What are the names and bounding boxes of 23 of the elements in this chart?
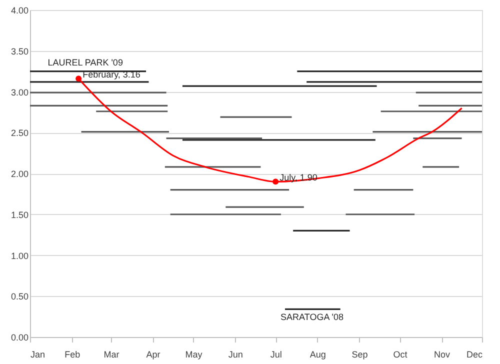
- x-tick-label: Aug: [310, 350, 326, 360]
- x-tick-label: Jan: [30, 350, 46, 360]
- x-tick-label: Jun: [228, 350, 243, 360]
- x-tick-label: May: [185, 350, 203, 360]
- x-tick-label: Dec: [466, 350, 483, 360]
- x-tick-label: Sep: [352, 350, 368, 360]
- x-tick-label: Oct: [393, 350, 408, 360]
- x-tick-label: Mar: [104, 350, 120, 360]
- y-tick-label: 4.00: [10, 6, 28, 16]
- x-tick-label: Feb: [64, 350, 80, 360]
- y-tick-label: 0.00: [10, 332, 28, 342]
- x-tick-label: Nov: [434, 350, 451, 360]
- y-tick-label: 1.00: [10, 250, 28, 261]
- y-tick-label: 2.50: [10, 128, 28, 138]
- y-tick-label: 3.00: [10, 87, 28, 98]
- y-tick-label: 1.50: [10, 210, 28, 220]
- y-tick-label: 2.00: [10, 169, 28, 179]
- x-tick-label: Apr: [146, 350, 160, 360]
- annotation: SARATOGA '08: [280, 312, 344, 322]
- x-tick-label: Jul: [270, 350, 282, 360]
- y-tick-label: 0.50: [10, 292, 28, 302]
- y-tick-label: 3.50: [10, 46, 28, 56]
- annotation: LAUREL PARK '09: [48, 57, 123, 68]
